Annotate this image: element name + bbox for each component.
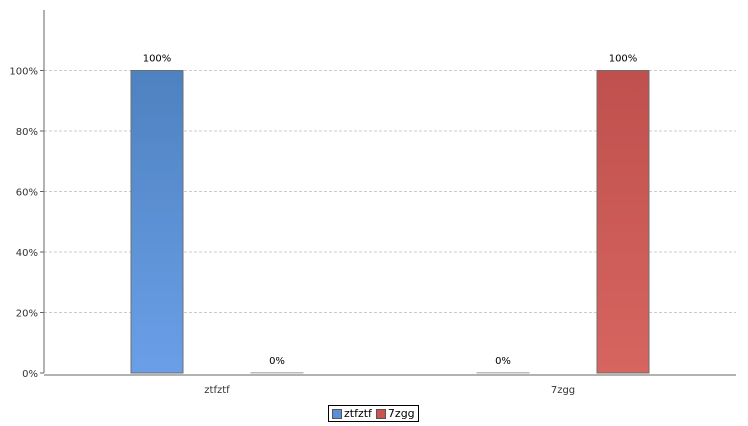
legend-swatch-series-1 xyxy=(332,408,342,419)
bar-ztfztf-ztfztf xyxy=(130,70,184,374)
legend-item-series-1: ztfztf xyxy=(332,407,372,420)
y-tick-label: 100% xyxy=(9,67,38,78)
data-label: 0% xyxy=(495,356,511,367)
x-tick-label: 7zgg xyxy=(551,385,575,396)
legend-swatch-series-2 xyxy=(375,408,386,419)
legend-label-series-2: 7zgg xyxy=(387,407,415,420)
y-tick-label: 40% xyxy=(16,248,38,259)
bar-ztfztf-7zgg xyxy=(476,372,530,374)
x-tick-label: ztfztf xyxy=(204,385,230,396)
labels: 0% 20% 40% 60% 80% 100% 100% 0% ztfztf 0% 100% 7zgg xyxy=(9,54,637,397)
legend-item-series-2: 7zgg xyxy=(375,407,415,420)
axes xyxy=(40,10,736,376)
y-tick-label: 60% xyxy=(16,188,38,199)
y-tick-label: 80% xyxy=(16,127,38,138)
data-label: 0% xyxy=(269,356,285,367)
bar-7zgg-ztfztf xyxy=(250,372,304,374)
data-label: 100% xyxy=(143,54,172,65)
legend-label-series-1: ztfztf xyxy=(344,407,372,420)
bar-7zgg-7zgg xyxy=(596,70,650,374)
bars xyxy=(130,70,650,374)
data-label: 100% xyxy=(609,54,638,65)
y-tick-label: 20% xyxy=(16,309,38,320)
y-tick-label: 0% xyxy=(22,369,38,380)
legend: ztfztf 7zgg xyxy=(328,405,419,422)
